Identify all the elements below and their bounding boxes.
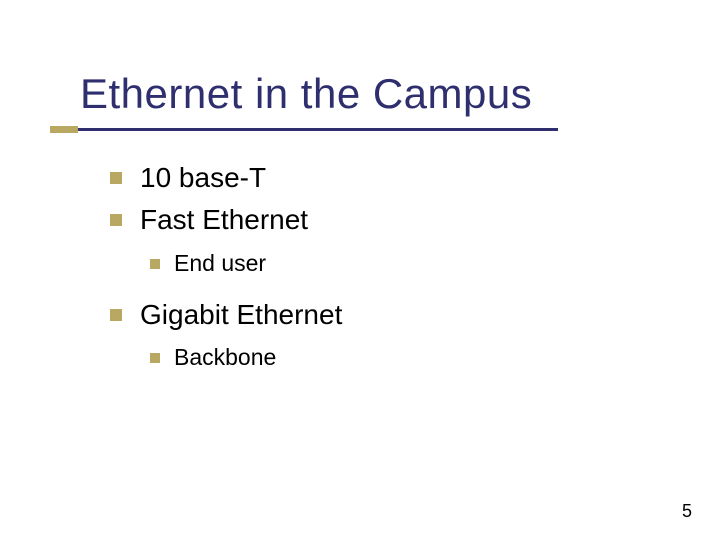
slide: Ethernet in the Campus 10 base-T Fast Et… — [0, 0, 720, 540]
bullet-text: Gigabit Ethernet — [140, 297, 342, 333]
slide-title: Ethernet in the Campus — [80, 70, 532, 118]
square-bullet-icon — [110, 214, 122, 226]
list-item: 10 base-T — [110, 160, 342, 196]
content-area: 10 base-T Fast Ethernet End user Gigabit… — [110, 160, 342, 391]
bullet-text: Fast Ethernet — [140, 202, 308, 238]
bullet-text: 10 base-T — [140, 160, 266, 196]
square-bullet-icon — [150, 259, 160, 269]
list-item: Fast Ethernet — [110, 202, 342, 238]
bullet-text: End user — [174, 249, 266, 279]
list-item: Backbone — [150, 343, 342, 373]
square-bullet-icon — [110, 172, 122, 184]
list-item: End user — [150, 249, 342, 279]
square-bullet-icon — [150, 353, 160, 363]
page-number: 5 — [682, 501, 692, 522]
list-item: Gigabit Ethernet — [110, 297, 342, 333]
title-block: Ethernet in the Campus — [80, 70, 532, 118]
sub-list: End user — [150, 249, 342, 279]
square-bullet-icon — [110, 309, 122, 321]
bullet-text: Backbone — [174, 343, 276, 373]
title-accent-bar — [50, 126, 78, 133]
sub-list: Backbone — [150, 343, 342, 373]
title-underline — [58, 128, 558, 131]
